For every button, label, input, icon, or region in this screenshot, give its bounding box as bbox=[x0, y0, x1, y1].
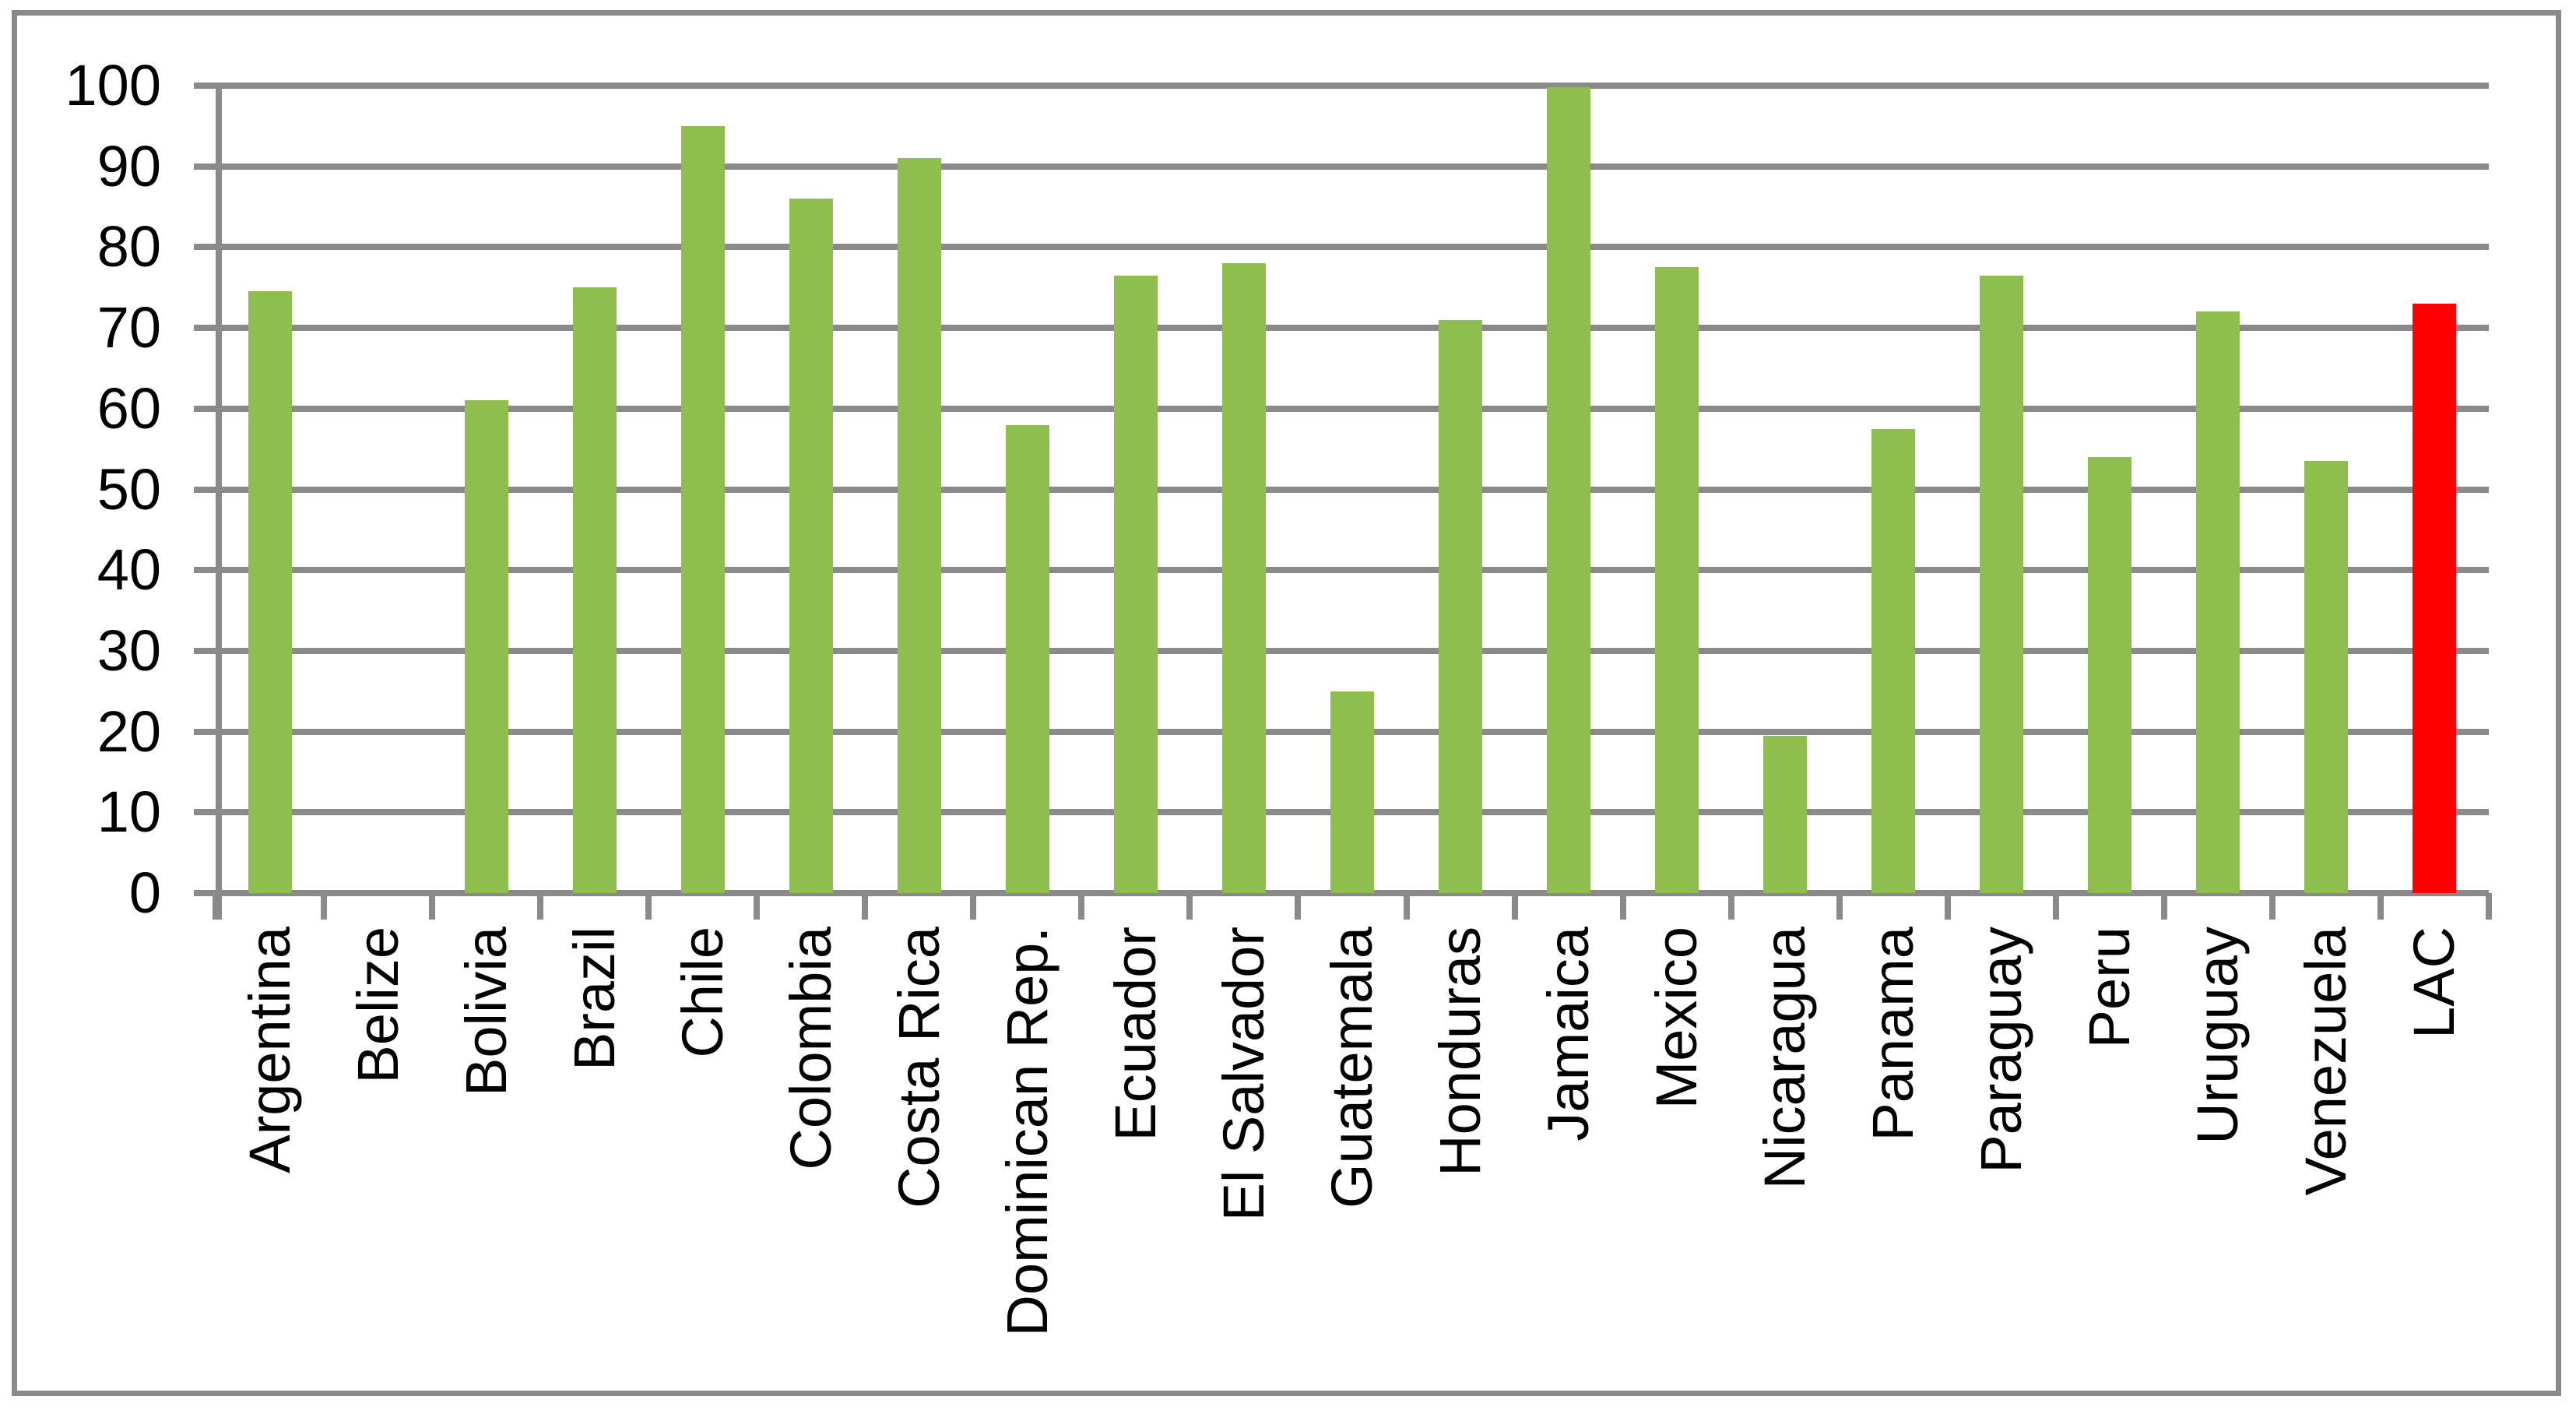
bar-jamaica bbox=[1547, 87, 1591, 893]
x-tick-15 bbox=[1836, 893, 1843, 920]
x-tick-label-peru: Peru bbox=[2077, 927, 2142, 1049]
bar-honduras bbox=[1439, 319, 1483, 893]
x-tick-label-guatemala: Guatemala bbox=[1320, 927, 1384, 1208]
bar-dominican-rep bbox=[1005, 424, 1049, 893]
bar-mexico bbox=[1655, 267, 1699, 893]
x-tick-0 bbox=[213, 893, 219, 920]
bar-guatemala bbox=[1330, 691, 1374, 893]
gridline-40 bbox=[219, 567, 2489, 574]
bar-bolivia bbox=[464, 400, 508, 893]
x-tick-17 bbox=[2052, 893, 2059, 920]
x-tick-1 bbox=[321, 893, 328, 920]
x-tick-6 bbox=[862, 893, 869, 920]
x-tick-label-uruguay: Uruguay bbox=[2185, 927, 2251, 1145]
bar-lac bbox=[2413, 303, 2457, 893]
x-tick-label-argentina: Argentina bbox=[237, 927, 302, 1173]
gridline-70 bbox=[219, 325, 2489, 332]
bar-panama bbox=[1871, 428, 1916, 893]
bar-chile bbox=[680, 125, 725, 893]
x-tick-label-ecuador: Ecuador bbox=[1102, 927, 1168, 1141]
x-tick-label-dominican-rep: Dominican Rep. bbox=[994, 927, 1060, 1337]
x-tick-13 bbox=[1619, 893, 1626, 920]
x-tick-10 bbox=[1295, 893, 1302, 920]
x-tick-label-belize: Belize bbox=[345, 927, 410, 1084]
y-axis-line bbox=[216, 83, 222, 920]
y-tick-label-70: 70 bbox=[97, 295, 161, 361]
y-tick-30 bbox=[194, 647, 216, 654]
y-tick-label-10: 10 bbox=[97, 779, 161, 845]
y-tick-label-60: 60 bbox=[97, 375, 161, 441]
x-tick-label-colombia: Colombia bbox=[778, 927, 843, 1170]
x-tick-4 bbox=[645, 893, 652, 920]
y-tick-0 bbox=[194, 890, 216, 896]
y-tick-label-0: 0 bbox=[128, 860, 161, 925]
chart-border bbox=[12, 10, 2561, 1396]
bar-colombia bbox=[789, 199, 833, 893]
x-tick-label-costa-rica: Costa Rica bbox=[886, 927, 951, 1208]
x-tick-label-nicaragua: Nicaragua bbox=[1752, 927, 1818, 1190]
y-tick-50 bbox=[194, 486, 216, 493]
x-tick-label-panama: Panama bbox=[1861, 927, 1926, 1141]
x-tick-9 bbox=[1186, 893, 1193, 920]
x-tick-8 bbox=[1078, 893, 1085, 920]
bar-nicaragua bbox=[1763, 735, 1808, 893]
bar-argentina bbox=[248, 291, 292, 893]
y-tick-100 bbox=[194, 83, 216, 89]
y-tick-label-90: 90 bbox=[97, 133, 161, 199]
y-tick-20 bbox=[194, 728, 216, 735]
y-tick-label-20: 20 bbox=[97, 698, 161, 764]
x-tick-3 bbox=[537, 893, 544, 920]
gridline-100 bbox=[219, 83, 2489, 89]
x-tick-18 bbox=[2160, 893, 2167, 920]
x-tick-21 bbox=[2486, 893, 2492, 920]
x-tick-label-honduras: Honduras bbox=[1428, 927, 1493, 1177]
x-tick-label-lac: LAC bbox=[2402, 927, 2467, 1039]
x-tick-7 bbox=[970, 893, 977, 920]
y-tick-label-80: 80 bbox=[97, 214, 161, 280]
gridline-90 bbox=[219, 163, 2489, 170]
y-tick-90 bbox=[194, 163, 216, 170]
bar-ecuador bbox=[1113, 275, 1158, 893]
x-tick-12 bbox=[1511, 893, 1518, 920]
y-tick-label-30: 30 bbox=[97, 617, 161, 683]
x-tick-label-jamaica: Jamaica bbox=[1536, 927, 1601, 1141]
gridline-80 bbox=[219, 244, 2489, 251]
y-tick-80 bbox=[194, 244, 216, 251]
bar-peru bbox=[2088, 457, 2132, 893]
gridline-60 bbox=[219, 405, 2489, 412]
x-tick-label-bolivia: Bolivia bbox=[453, 927, 518, 1096]
x-tick-label-paraguay: Paraguay bbox=[1969, 927, 2034, 1173]
x-tick-16 bbox=[1944, 893, 1951, 920]
bar-brazil bbox=[572, 287, 617, 893]
gridline-50 bbox=[219, 486, 2489, 493]
x-tick-label-chile: Chile bbox=[669, 927, 735, 1058]
x-tick-label-brazil: Brazil bbox=[561, 927, 627, 1071]
y-tick-label-40: 40 bbox=[97, 537, 161, 603]
x-tick-14 bbox=[1727, 893, 1734, 920]
x-tick-2 bbox=[429, 893, 436, 920]
bar-paraguay bbox=[1980, 275, 2024, 893]
x-tick-label-mexico: Mexico bbox=[1644, 927, 1710, 1110]
x-tick-label-venezuela: Venezuela bbox=[2293, 927, 2359, 1196]
y-tick-40 bbox=[194, 567, 216, 574]
y-tick-10 bbox=[194, 809, 216, 816]
x-tick-5 bbox=[754, 893, 761, 920]
y-tick-label-50: 50 bbox=[97, 456, 161, 522]
bar-costa-rica bbox=[897, 158, 941, 893]
bar-el-salvador bbox=[1221, 263, 1266, 893]
gridline-30 bbox=[219, 647, 2489, 654]
y-tick-60 bbox=[194, 405, 216, 412]
x-axis-line bbox=[216, 890, 2489, 896]
y-tick-70 bbox=[194, 325, 216, 332]
bar-venezuela bbox=[2304, 461, 2349, 893]
bar-uruguay bbox=[2196, 311, 2240, 893]
x-tick-19 bbox=[2268, 893, 2276, 920]
x-tick-label-el-salvador: El Salvador bbox=[1211, 927, 1276, 1222]
x-tick-20 bbox=[2377, 893, 2384, 920]
y-tick-label-100: 100 bbox=[65, 53, 161, 118]
x-tick-11 bbox=[1403, 893, 1410, 920]
